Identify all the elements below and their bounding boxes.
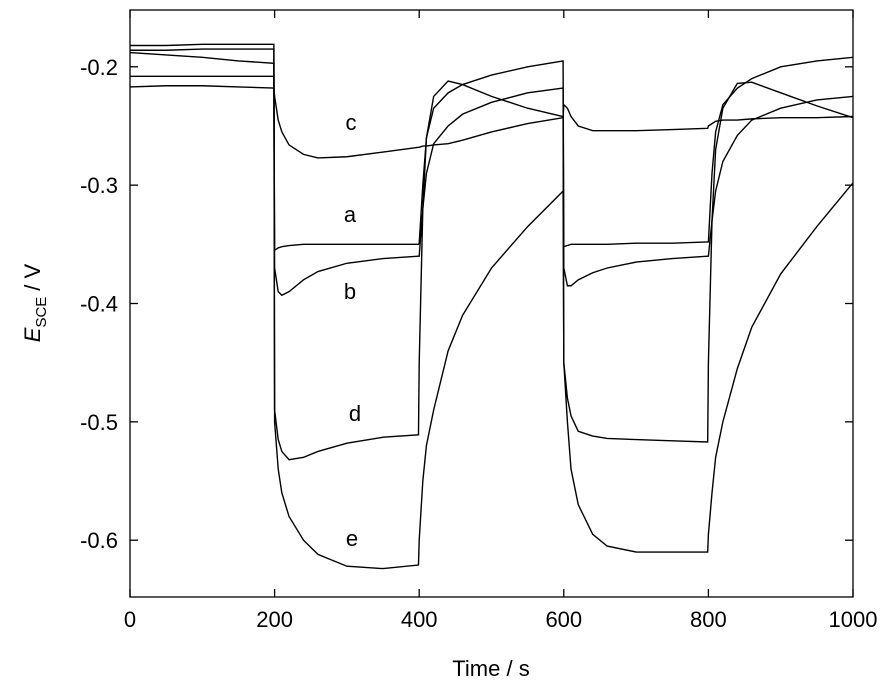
series-label: a [344,202,357,227]
series-label: c [346,110,357,135]
series-line [129,85,854,159]
plot-frame [129,9,854,598]
series-line [130,43,854,570]
x-tick-label: 600 [545,607,582,632]
y-tick-label: -0.5 [80,410,118,435]
x-axis-label: Time / s [452,656,529,681]
series-line [130,48,854,461]
series-label: d [349,401,361,426]
series-label: e [346,526,358,551]
x-tick-label: 800 [690,607,727,632]
y-tick-label: -0.4 [80,292,118,317]
x-tick-label: 0 [124,607,136,632]
series-line [129,51,854,297]
x-tick-label: 400 [401,607,438,632]
y-tick-label: -0.6 [80,528,118,553]
y-axis-label: ESCE / V [20,263,50,342]
y-tick-label: -0.3 [80,173,118,198]
y-axis-symbol: E [20,327,45,342]
x-tick-label: 1000 [829,607,878,632]
y-tick-label: -0.2 [80,55,118,80]
x-tick-label: 200 [256,607,293,632]
series-label: b [344,279,356,304]
series-line [130,56,854,252]
y-axis-unit: / V [20,263,45,290]
y-axis-subscript: SCE [33,297,50,328]
